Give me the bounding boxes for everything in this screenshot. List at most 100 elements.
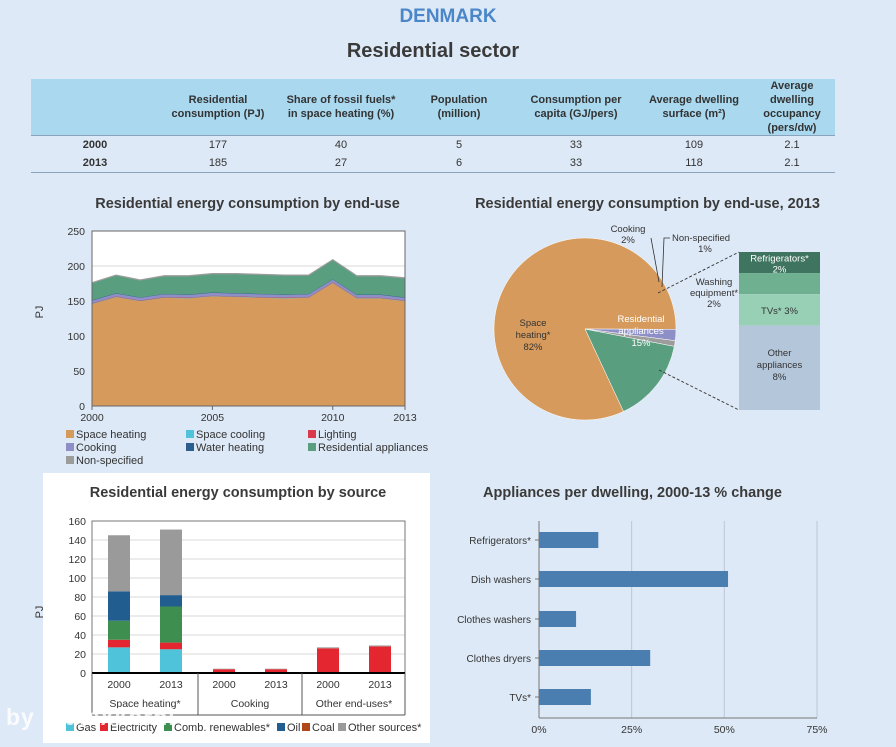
end-use-y-tick-label: 250 [67,226,85,238]
table-cell: 2.1 [749,135,835,154]
source-x-tick-label: 2000 [212,679,236,691]
end-use-y-tick-label: 150 [67,296,85,308]
source-y-tick-label: 0 [80,668,86,680]
legend-swatch [66,443,74,451]
indicators-table: Residential consumption (PJ) Share of fo… [31,79,835,173]
legend-item-residential-appliances: Residential appliances [308,442,428,454]
bar-other [369,645,391,647]
table-row: 2013 185 27 6 33 118 2.1 [31,154,835,173]
bar-comb_renewables [108,620,130,640]
breakdown-label: TVs* 3% [761,306,799,317]
indicators-header-cell: Residential consumption (PJ) [159,79,277,136]
legend-label: Gas [76,722,97,734]
breakdown-segment [739,325,820,410]
bar-other [317,647,339,649]
indicators-header-cell [31,79,159,136]
source-x-tick-label: 2013 [264,679,288,691]
source-y-axis-label: PJ [34,606,46,619]
legend-item-electricity: Electricity [100,722,157,734]
bar-oil [160,595,182,607]
legend-swatch [308,443,316,451]
end-use-y-tick-label: 200 [67,261,85,273]
pie-value-non-specified: 1% [698,244,712,255]
table-cell: 185 [159,154,277,173]
end-use-y-tick-label: 50 [73,366,85,378]
pie-value-appliances: 15% [631,338,651,349]
legend-label: Residential appliances [318,442,429,454]
bar-gas [160,649,182,673]
legend-swatch [66,723,74,731]
area-series-space_heating [91,282,406,407]
legend-item-lighting: Lighting [308,429,357,441]
table-row: 2000 177 40 5 33 109 2.1 [31,135,835,154]
bar-oil [108,591,130,621]
appliance-category-label: Refrigerators* [469,536,531,547]
source-chart-panel [43,473,430,743]
legend-swatch [186,430,194,438]
legend-label: Other sources* [348,722,422,734]
bar-comb_renewables [160,606,182,643]
legend-label: Non-specified [76,455,144,467]
end-use-y-tick-label: 0 [79,401,85,413]
legend-swatch [338,723,346,731]
indicators-header-cell: Average dwelling surface (m²) [639,79,749,136]
source-x-tick-label: 2013 [368,679,392,691]
legend-item-coal: Coal [302,722,335,734]
pie-label-appliances: Residential [618,314,665,325]
source-group-label: Cooking [231,698,270,710]
chart-title-by-source: Residential energy consumption by source [89,485,387,501]
source-x-tick-label: 2000 [316,679,340,691]
bar-electricity [160,642,182,650]
appliances-x-tick-label: 75% [806,724,827,736]
appliances-x-tick-label: 50% [714,724,735,736]
legend-swatch [302,723,310,731]
sector-title: Residential sector [346,40,520,62]
source-y-tick-label: 60 [74,611,86,623]
legend-label: Lighting [318,429,357,441]
legend-item-non-specified: Non-specified [66,455,143,467]
breakdown-value: 2% [773,265,787,276]
breakdown-connector-bottom [658,369,740,411]
legend-item-comb-renewables: Comb. renewables* [164,722,270,734]
breakdown-value: 8% [773,372,787,383]
indicators-header-cell: Consumption per capita (GJ/pers) [513,79,639,136]
source-y-tick-label: 100 [68,573,86,585]
indicators-header-cell: Share of fossil fuels* in space heating … [277,79,405,136]
source-group-label: Other end-uses* [316,698,392,710]
appliances-x-tick-label: 25% [621,724,642,736]
legend-item-space-heating: Space heating [66,429,146,441]
pie-leader-non-specified [661,237,670,288]
table-cell: 2000 [31,135,159,154]
legend-item-cooking: Cooking [66,442,116,454]
country-title: DENMARK [399,6,497,27]
breakdown-value: 2% [707,299,721,310]
breakdown-segment [739,252,820,274]
pie-label-space-heating-2: heating* [516,330,551,341]
appliance-bar [539,611,577,627]
legend-swatch [164,723,172,731]
indicators-header-cell: Average dwelling occupancy (pers/dw) [749,79,835,136]
table-cell: 40 [277,135,405,154]
legend-swatch [100,723,108,731]
chart-title-end-use-2013: Residential energy consumption by end-us… [475,196,820,212]
breakdown-segment [739,273,820,295]
table-cell: 33 [513,135,639,154]
table-cell: 5 [405,135,513,154]
pie-label-space-heating: Space [520,318,547,329]
table-cell: 27 [277,154,405,173]
chart-title-end-use: Residential energy consumption by end-us… [95,196,400,212]
legend-item-water-heating: Water heating [186,442,264,454]
breakdown-segment [739,294,820,326]
chart-title-appliances: Appliances per dwelling, 2000-13 % chang… [483,485,782,501]
end-use-x-tick-label: 2000 [80,412,104,424]
legend-label: Cooking [76,442,117,454]
breakdown-connector-top [657,251,740,294]
appliance-bar [539,650,651,666]
appliance-category-label: Clothes dryers [467,654,531,665]
bar-electricity [265,669,287,673]
legend-label: Space cooling [196,429,266,441]
legend-swatch [277,723,285,731]
end-use-y-tick-label: 100 [67,331,85,343]
source-y-tick-label: 20 [74,649,86,661]
